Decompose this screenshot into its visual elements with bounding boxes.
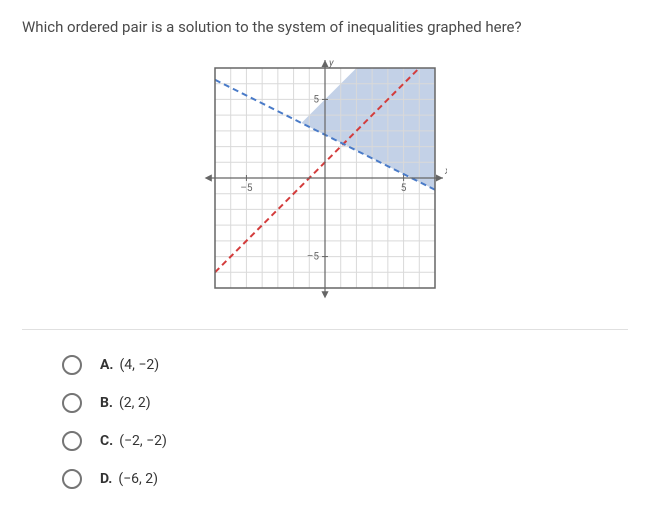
- radio-c[interactable]: [62, 431, 82, 451]
- option-d-value: (−6, 2): [118, 471, 158, 487]
- option-d[interactable]: D. (−6, 2): [62, 469, 628, 489]
- chart-svg: 5–55–5xy: [203, 56, 447, 300]
- radio-b[interactable]: [62, 393, 82, 413]
- option-b-letter: B.: [100, 395, 113, 411]
- option-b-value: (2, 2): [119, 395, 151, 411]
- option-c-letter: C.: [100, 433, 113, 449]
- svg-text:–5: –5: [307, 252, 320, 263]
- option-d-letter: D.: [100, 471, 112, 487]
- question-text: Which ordered pair is a solution to the …: [22, 18, 628, 36]
- option-a-letter: A.: [100, 357, 113, 373]
- svg-text:5: 5: [313, 94, 319, 105]
- option-a-value: (4, −2): [119, 357, 159, 373]
- svg-text:–5: –5: [240, 183, 253, 194]
- svg-text:x: x: [444, 166, 447, 177]
- svg-text:5: 5: [401, 183, 407, 194]
- radio-a[interactable]: [62, 355, 82, 375]
- option-c[interactable]: C. (−2, −2): [62, 431, 628, 451]
- radio-d[interactable]: [62, 469, 82, 489]
- option-a[interactable]: A. (4, −2): [62, 355, 628, 375]
- options-list: A. (4, −2) B. (2, 2) C. (−2, −2) D. (−6,…: [22, 355, 628, 489]
- option-c-value: (−2, −2): [119, 433, 167, 449]
- option-b[interactable]: B. (2, 2): [62, 393, 628, 413]
- coordinate-plane: 5–55–5xy: [203, 56, 447, 304]
- divider: [22, 329, 628, 330]
- chart-container: 5–55–5xy: [22, 56, 628, 304]
